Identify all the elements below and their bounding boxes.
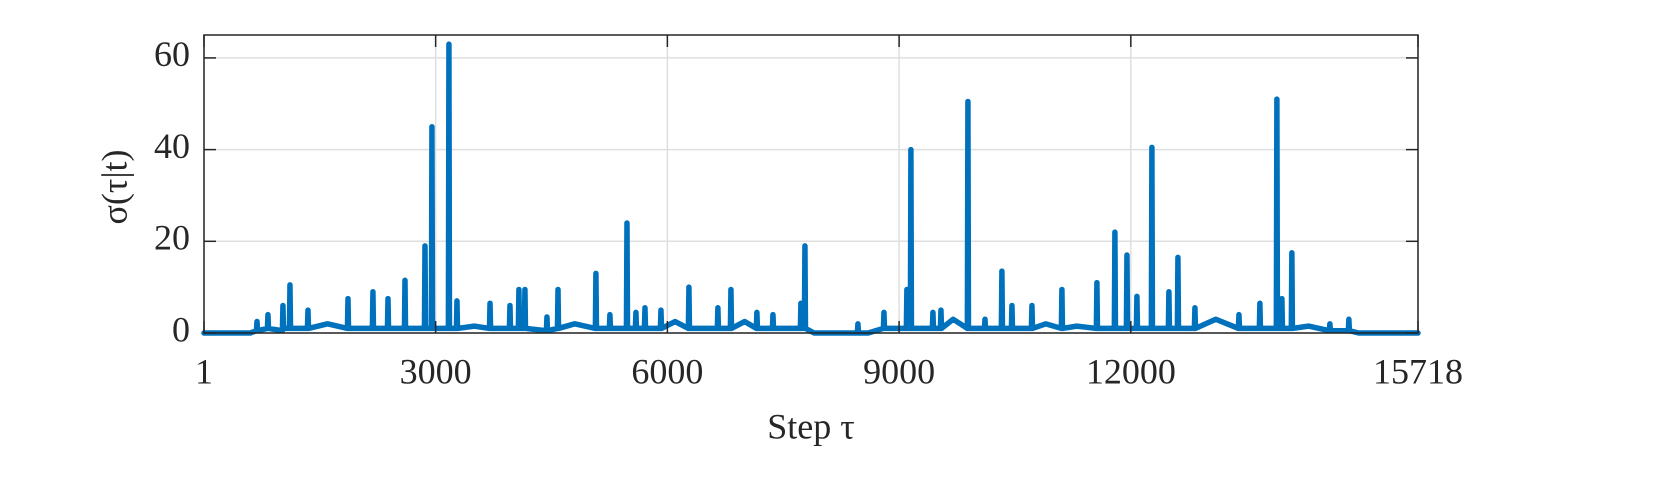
x-tick-label: 12000 bbox=[1086, 351, 1176, 391]
y-tick-label: 0 bbox=[172, 309, 190, 349]
x-axis-label: Step τ bbox=[767, 406, 854, 446]
x-tick-label: 15718 bbox=[1373, 351, 1463, 391]
x-tick-label: 9000 bbox=[863, 351, 935, 391]
y-axis-label: σ(τ|t) bbox=[94, 149, 134, 224]
data-line bbox=[201, 41, 1421, 336]
x-tick-label: 3000 bbox=[400, 351, 472, 391]
x-tick-label: 1 bbox=[195, 351, 213, 391]
y-tick-label: 60 bbox=[154, 34, 190, 74]
y-tick-label: 20 bbox=[154, 218, 190, 258]
axes-frame bbox=[203, 34, 1419, 334]
x-tick-label: 6000 bbox=[631, 351, 703, 391]
y-tick-label: 40 bbox=[154, 126, 190, 166]
